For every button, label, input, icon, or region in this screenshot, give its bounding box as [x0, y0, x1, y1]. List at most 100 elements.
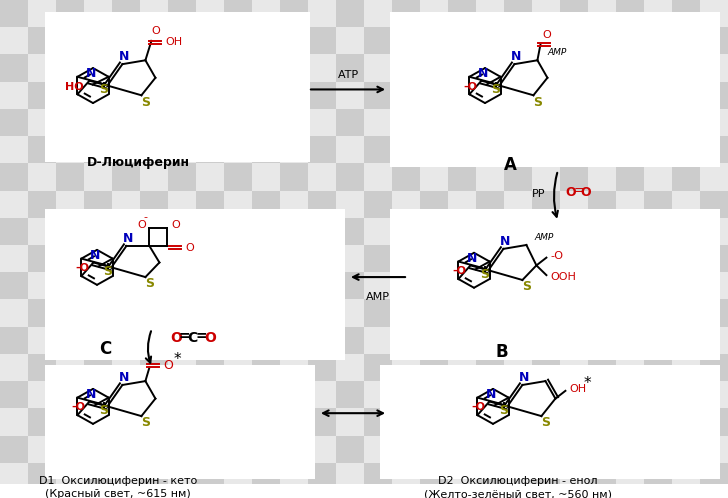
- Bar: [28, 27, 56, 54]
- Bar: [84, 163, 112, 191]
- Bar: [616, 408, 644, 436]
- Bar: [644, 54, 672, 82]
- Bar: [252, 436, 280, 463]
- Bar: [112, 490, 140, 498]
- Bar: [560, 109, 588, 136]
- Bar: [588, 490, 616, 498]
- Bar: [196, 463, 224, 490]
- Bar: [168, 245, 196, 272]
- Bar: [56, 109, 84, 136]
- Bar: [56, 191, 84, 218]
- Bar: [0, 299, 28, 327]
- Bar: [224, 218, 252, 245]
- Bar: [112, 408, 140, 436]
- Bar: [504, 54, 532, 82]
- Bar: [616, 245, 644, 272]
- Bar: [280, 109, 308, 136]
- Bar: [616, 109, 644, 136]
- Bar: [532, 299, 560, 327]
- Bar: [280, 245, 308, 272]
- Bar: [140, 0, 168, 27]
- Bar: [672, 163, 700, 191]
- Bar: [448, 354, 476, 381]
- Bar: [672, 490, 700, 498]
- Bar: [84, 381, 112, 408]
- Bar: [336, 490, 364, 498]
- Text: (Красный свет, ~615 нм): (Красный свет, ~615 нм): [45, 489, 191, 498]
- Bar: [196, 109, 224, 136]
- Bar: [28, 245, 56, 272]
- Text: N: N: [86, 388, 97, 401]
- Bar: [196, 191, 224, 218]
- Text: АМР: АМР: [366, 292, 390, 302]
- Bar: [84, 27, 112, 54]
- Bar: [140, 436, 168, 463]
- Bar: [140, 272, 168, 299]
- Bar: [252, 109, 280, 136]
- Bar: [504, 327, 532, 354]
- Bar: [644, 0, 672, 27]
- Bar: [112, 82, 140, 109]
- Bar: [364, 436, 392, 463]
- Bar: [168, 354, 196, 381]
- Bar: [196, 54, 224, 82]
- Bar: [112, 109, 140, 136]
- Bar: [28, 82, 56, 109]
- Bar: [112, 354, 140, 381]
- Bar: [448, 299, 476, 327]
- Bar: [84, 218, 112, 245]
- Bar: [532, 163, 560, 191]
- Bar: [392, 191, 420, 218]
- Bar: [196, 381, 224, 408]
- Bar: [168, 0, 196, 27]
- Bar: [476, 82, 504, 109]
- Bar: [56, 490, 84, 498]
- Bar: [168, 54, 196, 82]
- Bar: [476, 109, 504, 136]
- Bar: [0, 490, 28, 498]
- Bar: [112, 191, 140, 218]
- Bar: [364, 408, 392, 436]
- Bar: [448, 109, 476, 136]
- Bar: [45, 365, 315, 479]
- Bar: [336, 245, 364, 272]
- Bar: [420, 0, 448, 27]
- Bar: [308, 54, 336, 82]
- Bar: [56, 0, 84, 27]
- Bar: [168, 463, 196, 490]
- Bar: [588, 218, 616, 245]
- Bar: [364, 191, 392, 218]
- Bar: [476, 0, 504, 27]
- Bar: [140, 327, 168, 354]
- Text: -O: -O: [71, 402, 86, 412]
- Bar: [224, 82, 252, 109]
- Bar: [644, 327, 672, 354]
- Text: OOH: OOH: [550, 272, 577, 282]
- Bar: [420, 463, 448, 490]
- Bar: [280, 408, 308, 436]
- Bar: [336, 408, 364, 436]
- Bar: [84, 136, 112, 163]
- Bar: [336, 327, 364, 354]
- Bar: [448, 381, 476, 408]
- Bar: [168, 27, 196, 54]
- Bar: [280, 27, 308, 54]
- Text: S: S: [99, 404, 108, 417]
- Bar: [532, 272, 560, 299]
- Bar: [504, 82, 532, 109]
- Bar: [0, 272, 28, 299]
- Bar: [700, 408, 728, 436]
- Bar: [140, 245, 168, 272]
- Bar: [616, 27, 644, 54]
- Bar: [84, 82, 112, 109]
- Bar: [476, 381, 504, 408]
- Bar: [140, 136, 168, 163]
- Bar: [392, 27, 420, 54]
- Text: C: C: [99, 340, 111, 358]
- Text: -: -: [143, 212, 147, 222]
- Bar: [672, 327, 700, 354]
- Bar: [168, 490, 196, 498]
- Text: O: O: [170, 331, 182, 345]
- Bar: [532, 408, 560, 436]
- Bar: [364, 218, 392, 245]
